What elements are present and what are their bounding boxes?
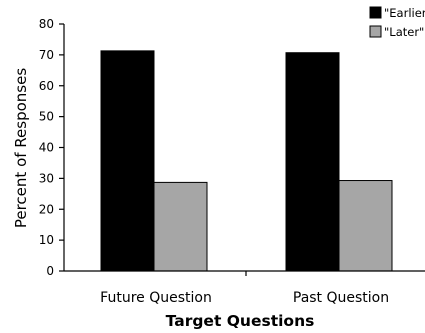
legend-label-later: "Later" bbox=[384, 25, 424, 39]
bar-later-future bbox=[153, 181, 208, 272]
bar-later-past bbox=[338, 180, 393, 272]
y-tick-label: 0 bbox=[46, 264, 54, 278]
y-tick-label: 60 bbox=[39, 79, 54, 93]
x-tick-label: Past Question bbox=[293, 290, 389, 306]
legend: "Earlier" "Later" bbox=[369, 6, 425, 39]
x-tick-label: Future Question bbox=[100, 290, 212, 306]
legend-swatch-later bbox=[369, 25, 382, 38]
x-axis-title: Target Questions bbox=[166, 312, 315, 330]
y-axis-title: Percent of Responses bbox=[12, 68, 30, 228]
bar-earlier-past bbox=[285, 52, 340, 272]
legend-swatch-earlier bbox=[369, 6, 382, 19]
y-tick-label: 80 bbox=[39, 17, 54, 31]
y-tick-label: 50 bbox=[39, 110, 54, 124]
plot-area: Future Question Past Question 0 10 20 30 40 50 6… bbox=[39, 17, 425, 306]
y-tick-label: 70 bbox=[39, 48, 54, 62]
y-tick-label: 30 bbox=[39, 171, 54, 185]
y-tick-label: 20 bbox=[39, 202, 54, 216]
bar-earlier-future bbox=[100, 50, 155, 272]
y-tick-label: 10 bbox=[39, 233, 54, 247]
legend-label-earlier: "Earlier" bbox=[384, 6, 425, 20]
y-tick-label: 40 bbox=[39, 141, 54, 155]
